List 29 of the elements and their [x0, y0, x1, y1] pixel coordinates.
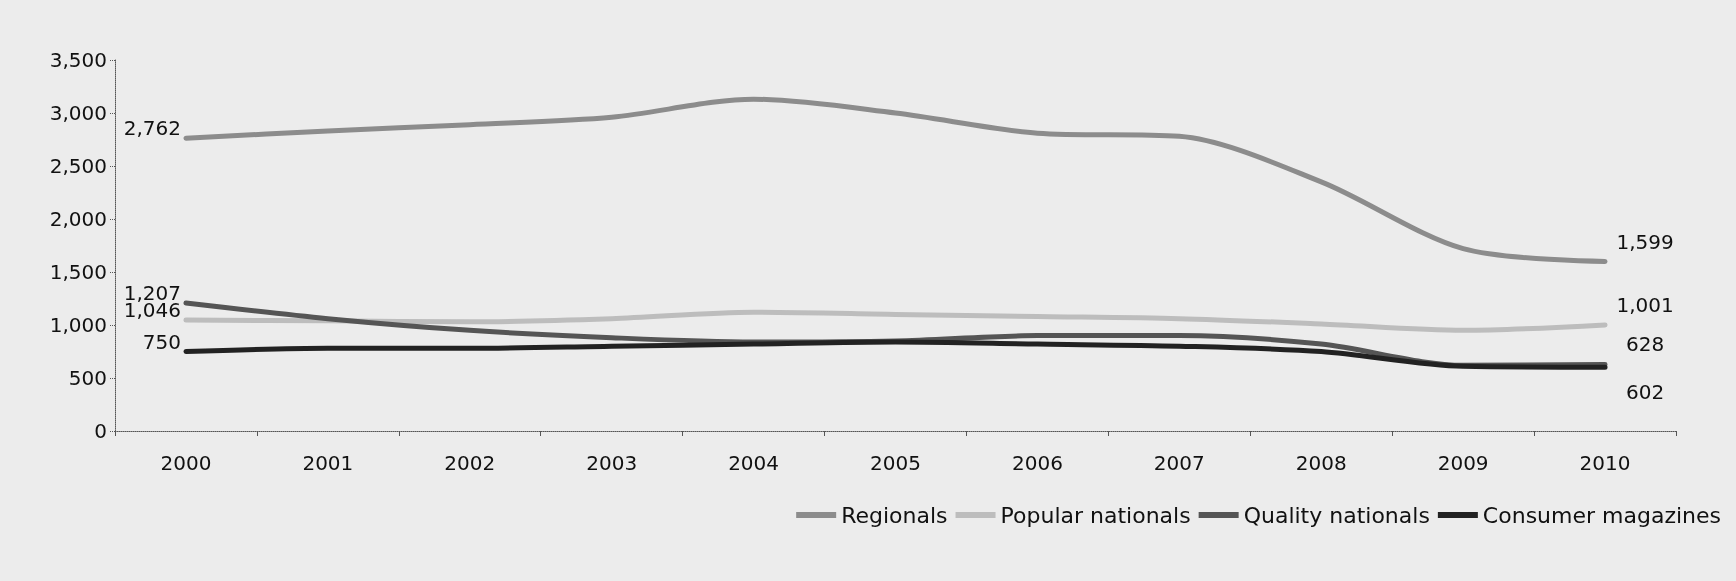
data-label: 750	[142, 329, 181, 354]
x-tick-label: 2009	[1437, 451, 1489, 475]
data-label: 2,762	[123, 116, 181, 141]
data-label: 1,599	[1616, 229, 1674, 254]
y-tick-label: 1,000	[49, 313, 107, 337]
y-tick-label: 0	[94, 419, 107, 443]
y-tick-label: 1,500	[49, 260, 107, 284]
data-label: 602	[1625, 380, 1665, 405]
x-tick-label: 2001	[302, 451, 354, 475]
x-tick-label: 2006	[1011, 451, 1063, 475]
x-tick-label: 2010	[1579, 451, 1631, 475]
y-tick-label: 3,500	[49, 48, 107, 72]
y-tick-label: 3,000	[49, 101, 107, 125]
legend-label: Popular nationals	[1000, 502, 1191, 528]
legend-label: Regionals	[841, 502, 948, 528]
legend-label: Consumer magazines	[1482, 502, 1722, 528]
x-tick-label: 2000	[160, 451, 212, 475]
y-tick-label: 2,000	[49, 207, 107, 231]
data-label: 1,001	[1616, 292, 1674, 317]
x-tick-label: 2002	[444, 451, 496, 475]
y-tick-label: 500	[68, 366, 107, 390]
x-tick-label: 2004	[728, 451, 780, 475]
y-tick-label: 2,500	[49, 154, 107, 178]
x-tick-label: 2007	[1153, 451, 1205, 475]
x-tick-label: 2008	[1295, 451, 1347, 475]
x-tick-label: 2005	[870, 451, 921, 475]
data-label: 628	[1625, 332, 1665, 357]
x-tick-label: 2003	[586, 451, 638, 475]
legend-label: Quality nationals	[1243, 502, 1430, 528]
